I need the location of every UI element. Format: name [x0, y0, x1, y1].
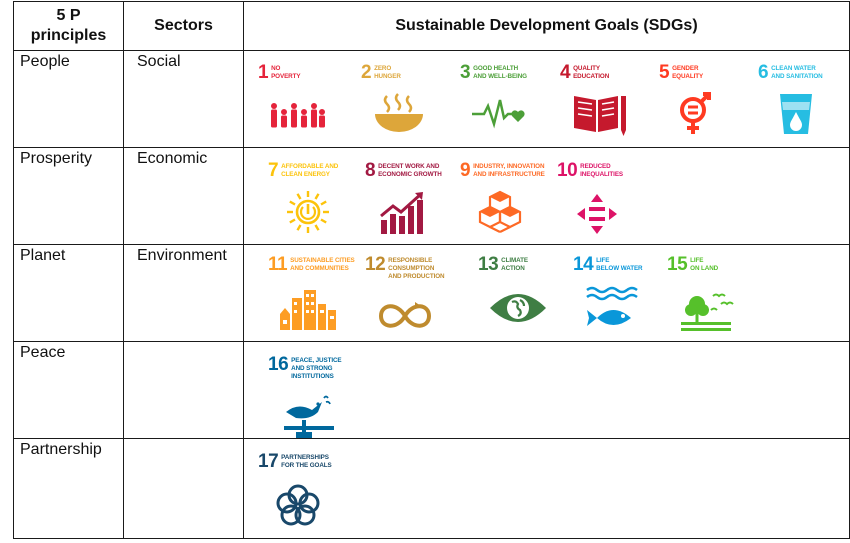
sdg-goal-label: 1 NO POVERTY [258, 62, 301, 83]
sdg-goal-title: PARTNERSHIPS FOR THE GOALS [281, 454, 332, 469]
sdg-goal-number: 17 [258, 451, 279, 472]
sdg-goal-title: LIFE ON LAND [690, 257, 719, 272]
sdg-goal-8: 8 DECENT WORK AND ECONOMIC GROWTH [365, 160, 461, 247]
sdg-goal-label: 16 PEACE, JUSTICE AND STRONG INSTITUTIONS [268, 354, 342, 381]
sdg-goal-title: REDUCED INEQUALITIES [580, 163, 624, 178]
sdg-goal-14: 14 LIFE BELOW WATER [573, 254, 669, 341]
sdg-goal-number: 9 [460, 160, 471, 181]
sdg-goal-10: 10 REDUCED INEQUALITIES [557, 160, 653, 247]
growth-chart-icon [375, 190, 435, 247]
principle-prosperity: Prosperity [20, 150, 93, 167]
sector-environment: Environment [137, 247, 227, 264]
sdg-goal-number: 6 [758, 62, 769, 83]
sdg-goal-title: GOOD HEALTH AND WELL-BEING [473, 65, 527, 80]
sdg-goal-title: CLIMATE ACTION [501, 257, 528, 272]
book-pencil-icon [570, 92, 630, 149]
sdg-goal-number: 13 [478, 254, 499, 275]
sdg-goal-number: 16 [268, 354, 289, 375]
sdg-goal-12: 12 RESPONSIBLE CONSUMPTION AND PRODUCTION [365, 254, 461, 340]
sdg-goal-title: ZERO HUNGER [374, 65, 401, 80]
sdg-goal-3: 3 GOOD HEALTH AND WELL-BEING [460, 62, 556, 149]
people-family-icon [268, 92, 328, 149]
dove-gavel-icon [278, 392, 338, 449]
gender-equality-icon [669, 92, 729, 149]
sdg-goal-number: 3 [460, 62, 471, 83]
sdg-goal-label: 7 AFFORDABLE AND CLEAN ENERGY [268, 160, 339, 181]
sdg-goal-title: CLEAN WATER AND SANITATION [771, 65, 823, 80]
sdg-goal-title: DECENT WORK AND ECONOMIC GROWTH [378, 163, 442, 178]
sdg-goal-label: 13 CLIMATE ACTION [478, 254, 528, 275]
sdg-goal-title: AFFORDABLE AND CLEAN ENERGY [281, 163, 339, 178]
sdg-goal-number: 11 [268, 254, 288, 275]
sdg-goal-11: 11 SUSTAINABLE CITIES AND COMMUNITIES [268, 254, 364, 341]
infinity-loop-icon [375, 292, 435, 349]
sdg-goal-title: GENDER EQUALITY [672, 65, 704, 80]
sdg-goal-label: 9 INDUSTRY, INNOVATION AND INFRASTRUCTURE [460, 160, 545, 181]
sdg-goal-title: QUALITY EDUCATION [573, 65, 610, 80]
sdg-goal-label: 15 LIFE ON LAND [667, 254, 719, 275]
sdg-goal-2: 2 ZERO HUNGER [361, 62, 457, 149]
sdg-goal-number: 12 [365, 254, 386, 275]
sdg-goal-number: 8 [365, 160, 376, 181]
fish-waves-icon [583, 284, 643, 341]
tree-birds-icon [677, 284, 737, 341]
rings-icon [268, 481, 328, 538]
sdg-goal-number: 1 [258, 62, 269, 83]
sector-economic: Economic [137, 150, 208, 167]
sector-social: Social [137, 53, 181, 70]
sdg-goal-label: 10 REDUCED INEQUALITIES [557, 160, 624, 181]
sdg-goal-15: 15 LIFE ON LAND [667, 254, 763, 341]
sdg-goal-number: 5 [659, 62, 670, 83]
header-sdgs: Sustainable Development Goals (SDGs) [395, 17, 698, 34]
sdg-goal-number: 7 [268, 160, 279, 181]
sdg-goal-label: 3 GOOD HEALTH AND WELL-BEING [460, 62, 527, 83]
sdg-goal-title: INDUSTRY, INNOVATION AND INFRASTRUCTURE [473, 163, 545, 178]
sdg-goal-label: 4 QUALITY EDUCATION [560, 62, 610, 83]
sdg-goal-label: 12 RESPONSIBLE CONSUMPTION AND PRODUCTION [365, 254, 445, 281]
sdg-goal-label: 11 SUSTAINABLE CITIES AND COMMUNITIES [268, 254, 355, 275]
heartbeat-icon [470, 92, 530, 149]
city-icon [278, 284, 338, 341]
sdg-goal-number: 14 [573, 254, 594, 275]
sdg-goal-6: 6 CLEAN WATER AND SANITATION [758, 62, 850, 149]
sdg-goal-number: 15 [667, 254, 688, 275]
header-sectors: Sectors [154, 17, 213, 34]
sdg-goal-label: 8 DECENT WORK AND ECONOMIC GROWTH [365, 160, 442, 181]
sdg-goal-label: 2 ZERO HUNGER [361, 62, 401, 83]
sdg-goal-17: 17 PARTNERSHIPS FOR THE GOALS [258, 451, 354, 538]
sdg-goal-label: 17 PARTNERSHIPS FOR THE GOALS [258, 451, 332, 472]
header-principles: 5 P principles [30, 7, 107, 44]
sdg-goal-title: LIFE BELOW WATER [596, 257, 643, 272]
sdg-goal-label: 14 LIFE BELOW WATER [573, 254, 643, 275]
sdg-goal-title: NO POVERTY [271, 65, 301, 80]
sdg-goal-5: 5 GENDER EQUALITY [659, 62, 755, 149]
sdg-goal-7: 7 AFFORDABLE AND CLEAN ENERGY [268, 160, 364, 247]
principle-people: People [20, 53, 70, 70]
cubes-icon [470, 190, 530, 247]
sdg-goal-number: 10 [557, 160, 578, 181]
sdg-goal-label: 5 GENDER EQUALITY [659, 62, 704, 83]
earth-eye-icon [488, 284, 548, 341]
water-glass-icon [768, 92, 828, 149]
equality-arrows-icon [567, 190, 627, 247]
sdg-goal-title: PEACE, JUSTICE AND STRONG INSTITUTIONS [291, 357, 342, 380]
sdg-goal-number: 4 [560, 62, 571, 83]
bowl-icon [371, 92, 431, 149]
principle-partnership: Partnership [20, 441, 102, 458]
sdg-goal-label: 6 CLEAN WATER AND SANITATION [758, 62, 823, 83]
sdg-goal-title: RESPONSIBLE CONSUMPTION AND PRODUCTION [388, 257, 445, 280]
sdg-goal-4: 4 QUALITY EDUCATION [560, 62, 656, 149]
sdg-goal-title: SUSTAINABLE CITIES AND COMMUNITIES [290, 257, 355, 272]
sdg-goal-number: 2 [361, 62, 372, 83]
principle-peace: Peace [20, 344, 66, 361]
sun-power-icon [278, 190, 338, 247]
sdg-goal-13: 13 CLIMATE ACTION [478, 254, 574, 341]
principle-planet: Planet [20, 247, 66, 264]
sdg-goal-9: 9 INDUSTRY, INNOVATION AND INFRASTRUCTURE [460, 160, 556, 247]
sdg-goal-1: 1 NO POVERTY [258, 62, 354, 149]
sdg-goal-16: 16 PEACE, JUSTICE AND STRONG INSTITUTIONS [268, 354, 364, 440]
